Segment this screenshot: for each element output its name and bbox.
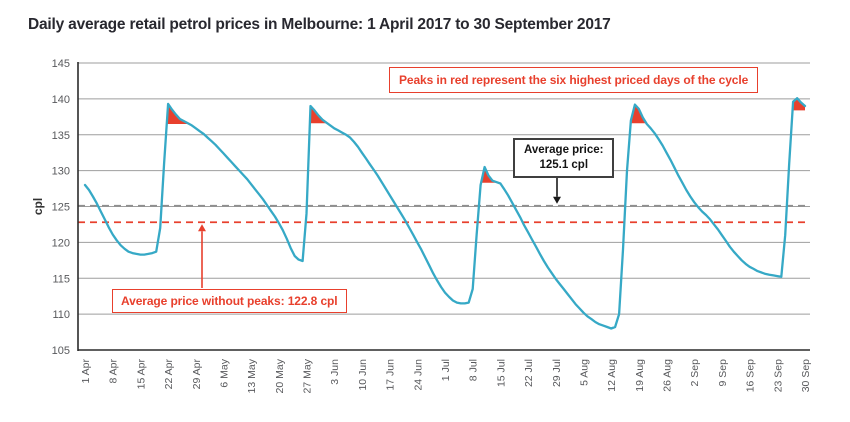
x-tick-label: 15 Jul [495,359,507,387]
y-tick-label: 120 [52,237,70,249]
average-no-peaks-arrowhead [198,224,206,232]
page-title: Daily average retail petrol prices in Me… [28,16,611,33]
red-peak-fill [166,103,190,124]
x-axis-labels: 1 Apr 8 Apr 15 Apr 22 Apr 29 Apr 6 May 13 May 2… [80,358,812,393]
x-tick-label: 22 Apr [163,358,175,389]
average-no-peaks-box: Average price without peaks: 122.8 cpl [112,289,347,313]
x-tick-label: 12 Aug [606,359,618,392]
x-tick-label: 3 Jun [329,359,341,385]
y-axis-labels: 105 110 115 120 125 130 135 140 145 [52,58,70,357]
x-tick-label: 9 Sep [717,359,729,387]
x-tick-label: 16 Sep [745,359,757,392]
x-tick-label: 26 Aug [662,359,674,392]
x-tick-label: 1 Apr [80,359,92,384]
x-tick-label: 20 May [274,358,286,393]
peaks-note-box: Peaks in red represent the six highest p… [389,67,759,93]
y-tick-label: 110 [52,309,70,321]
average-no-peaks-text: Average price without peaks: 122.8 cpl [121,294,338,308]
average-price-value: 125.1 cpl [539,158,589,171]
average-price-label: Average price: [524,144,604,156]
x-tick-label: 29 Apr [191,358,203,389]
x-tick-label: 17 Jun [385,359,397,391]
price-line [83,97,807,330]
x-tick-label: 1 Jul [440,359,452,381]
y-axis-title: cpl [31,198,45,215]
y-tick-label: 105 [52,345,70,357]
x-tick-label: 23 Sep [772,359,784,392]
x-tick-label: 13 May [246,358,258,393]
x-tick-label: 6 May [218,358,230,387]
y-tick-label: 125 [52,202,70,214]
y-gridlines [78,62,810,315]
y-tick-label: 135 [52,130,70,142]
average-price-box: Average price: 125.1 cpl [513,138,615,178]
x-tick-label: 30 Sep [800,359,812,392]
x-tick-label: 5 Aug [578,359,590,386]
x-tick-label: 29 Jul [551,359,563,387]
x-tick-label: 27 May [302,358,314,393]
y-tick-label: 140 [52,94,70,106]
y-tick-label: 130 [52,166,70,178]
x-tick-label: 10 Jun [357,359,369,391]
peaks-note-text: Peaks in red represent the six highest p… [399,73,749,87]
y-tick-label: 115 [52,273,70,285]
x-tick-label: 19 Aug [634,359,646,392]
x-tick-label: 15 Apr [135,358,147,389]
average-price-arrowhead [553,196,561,204]
x-tick-label: 8 Jul [468,359,480,381]
x-tick-label: 8 Apr [108,359,120,384]
x-tick-label: 24 Jun [412,359,424,391]
x-tick-label: 2 Sep [689,359,701,387]
y-tick-label: 145 [52,58,70,70]
x-tick-label: 22 Jul [523,359,535,387]
red-peak-fill [792,98,805,111]
